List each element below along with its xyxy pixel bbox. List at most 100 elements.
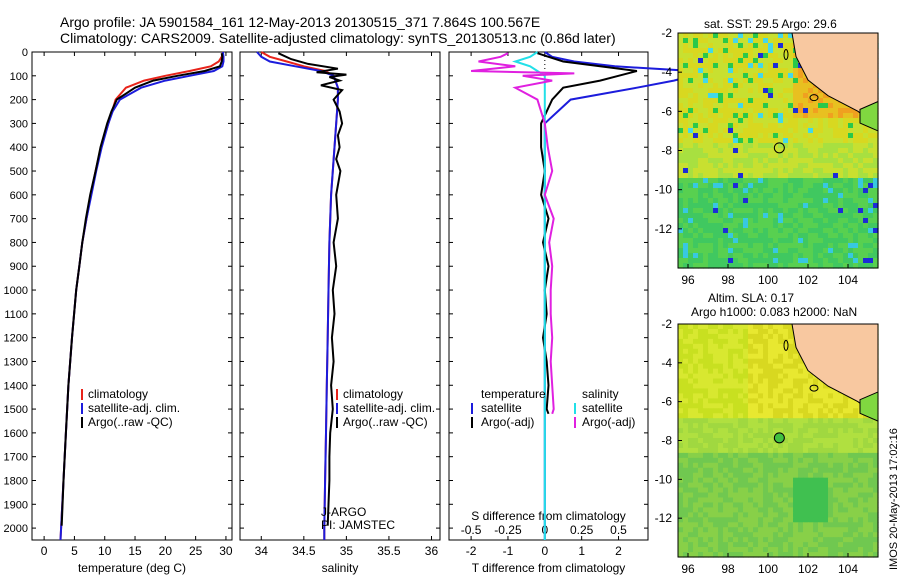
sst-map-ytick-label: -6 — [661, 104, 672, 118]
sst-map-xtick-label: 98 — [721, 273, 735, 287]
temperature-xtick-label: 0 — [41, 544, 48, 558]
depth-tick-label: 800 — [10, 237, 28, 249]
depth-tick-label: 1200 — [4, 333, 28, 345]
sst-map-ytick-label: -4 — [661, 65, 672, 79]
sst-map-title: sat. SST: 29.5 Argo: 29.6 — [704, 17, 837, 31]
temperature-xtick-label: 25 — [189, 544, 203, 558]
depth-tick-label: 1000 — [4, 285, 28, 297]
depth-tick-label: 0 — [22, 47, 28, 59]
legend-entry-salinity: salinity — [582, 387, 619, 401]
sla-map-argo-marker — [773, 432, 785, 444]
legend-entry: Argo(..raw -QC) — [343, 415, 428, 429]
s-diff-tick-label: 0.25 — [570, 523, 594, 537]
depth-tick-label: 300 — [10, 118, 28, 130]
depth-tick-label: 1900 — [4, 499, 28, 511]
sla-map-ytick-label: -12 — [655, 511, 673, 525]
legend-entry-temperature: temperature — [481, 387, 546, 401]
sla-map-xtick-label: 102 — [798, 562, 818, 576]
sla-map-xtick-label: 98 — [721, 562, 735, 576]
s-diff-tick-label: -0.5 — [461, 523, 482, 537]
difference-plot-frame — [448, 51, 649, 541]
depth-tick-label: 1300 — [4, 356, 28, 368]
legend-entry: satellite-adj. clim. — [88, 401, 180, 415]
legend-entry: Argo(..raw -QC) — [88, 415, 173, 429]
salinity-series-argorawqc — [277, 52, 347, 526]
s-diff-axis-label: S difference from climatology — [471, 509, 626, 523]
s-diff-tick-label: 0.5 — [610, 523, 627, 537]
sla-map-xtick-label: 100 — [758, 562, 778, 576]
temperature-xtick-label: 20 — [159, 544, 173, 558]
difference-series-argoadj — [470, 52, 575, 415]
depth-tick-label: 1600 — [4, 428, 28, 440]
depth-tick-label: 100 — [10, 71, 28, 83]
sst-map-xtick-label: 102 — [798, 273, 818, 287]
temperature-xtick-label: 15 — [128, 544, 142, 558]
sla-map-ytick-label: -10 — [655, 472, 673, 486]
sla-map-xtick-label: 104 — [838, 562, 858, 576]
t-diff-tick-label: 2 — [615, 544, 622, 558]
island-outline — [809, 94, 819, 102]
island-outline — [783, 49, 789, 61]
t-diff-tick-label: 0 — [541, 544, 548, 558]
sst-map-ytick-label: -2 — [661, 26, 672, 40]
legend-entry-temperature: satellite — [481, 401, 522, 415]
sla-map-subtitle: Argo h1000: 0.083 h2000: NaN — [691, 305, 858, 319]
temperature-xtick-label: 5 — [71, 544, 78, 558]
salinity-axis-label: salinity — [322, 561, 359, 575]
salinity-xtick-label: 35 — [340, 544, 354, 558]
depth-tick-label: 700 — [10, 214, 28, 226]
temperature-axis-label: temperature (deg C) — [78, 561, 186, 575]
sst-map-xtick-label: 100 — [758, 273, 778, 287]
depth-tick-label: 500 — [10, 166, 28, 178]
float-annotation: PI: JAMSTEC — [321, 518, 395, 532]
temperature-plot-frame — [31, 51, 233, 541]
sla-map-xtick-label: 96 — [681, 562, 695, 576]
sla-map-ytick-label: -6 — [661, 395, 672, 409]
sla-map-title: Altim. SLA: 0.17 — [708, 291, 795, 305]
salinity-series-satelliteadjclim — [256, 51, 339, 540]
depth-tick-label: 900 — [10, 261, 28, 273]
depth-tick-label: 1500 — [4, 404, 28, 416]
depth-tick-label: 1800 — [4, 475, 28, 487]
depth-tick-label: 600 — [10, 190, 28, 202]
t-diff-tick-label: -2 — [466, 544, 477, 558]
legend-entry-salinity: satellite — [582, 401, 623, 415]
legend-entry: climatology — [343, 387, 403, 401]
depth-tick-label: 1100 — [4, 309, 28, 321]
legend-entry-temperature: Argo(-adj) — [481, 415, 534, 429]
t-diff-tick-label: 1 — [578, 544, 585, 558]
depth-tick-label: 200 — [10, 95, 28, 107]
sla-map-ytick-label: -2 — [661, 317, 672, 331]
depth-tick-label: 1700 — [4, 452, 28, 464]
sst-map-xtick-label: 104 — [838, 273, 858, 287]
depth-tick-label: 1400 — [4, 380, 28, 392]
temperature-xtick-label: 30 — [219, 544, 233, 558]
legend-entry: satellite-adj. clim. — [343, 401, 435, 415]
legend-entry: climatology — [88, 387, 148, 401]
legend-entry-salinity: Argo(-adj) — [582, 415, 635, 429]
float-annotation: J-ARGO — [321, 505, 366, 519]
s-diff-tick-label: -0.25 — [494, 523, 522, 537]
sst-map-ytick-label: -8 — [661, 144, 672, 158]
sst-map-ytick-label: -10 — [655, 183, 673, 197]
salinity-xtick-label: 34 — [255, 544, 269, 558]
sla-map-ytick-label: -8 — [661, 434, 672, 448]
sst-map-argo-marker — [773, 142, 785, 154]
island-outline — [783, 339, 789, 351]
salinity-xtick-label: 34.5 — [292, 544, 316, 558]
salinity-xtick-label: 36 — [425, 544, 439, 558]
temperature-series-argorawqc — [60, 53, 224, 526]
depth-tick-label: 400 — [10, 142, 28, 154]
temperature-xtick-label: 10 — [98, 544, 112, 558]
figure-title-line2: Climatology: CARS2009. Satellite-adjuste… — [60, 30, 616, 46]
depth-tick-label: 2000 — [4, 523, 28, 535]
sst-map-xtick-label: 96 — [681, 273, 695, 287]
sla-map-cells — [678, 324, 879, 558]
difference-axis-label: T difference from climatology — [472, 561, 626, 575]
figure-title-line1: Argo profile: JA 5901584_161 12-May-2013… — [60, 14, 541, 30]
t-diff-tick-label: -1 — [503, 544, 514, 558]
island-outline — [809, 384, 819, 392]
salinity-xtick-label: 35.5 — [377, 544, 401, 558]
salinity-plot-frame — [239, 51, 441, 541]
